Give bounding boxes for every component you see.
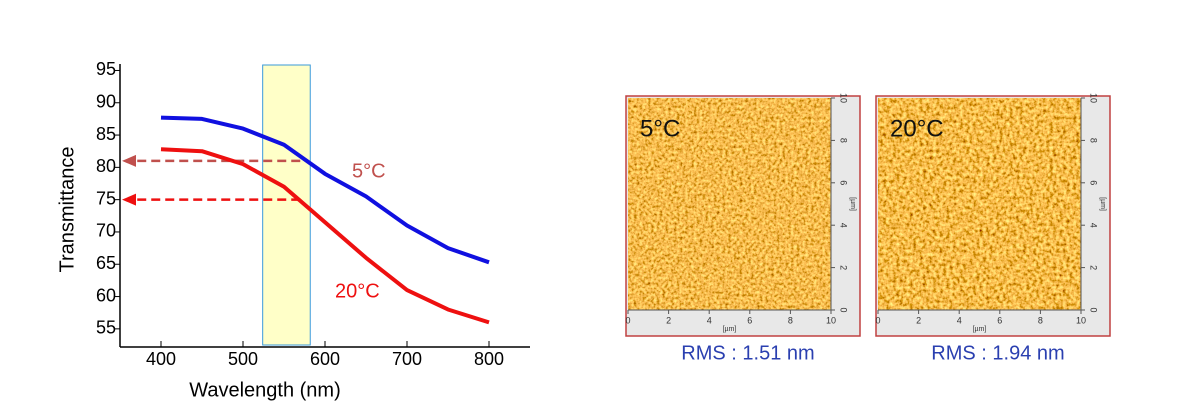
afm-y-tick-label: 6 xyxy=(1089,180,1099,185)
y-tick-label: 85 xyxy=(96,124,116,144)
x-tick-label: 800 xyxy=(474,349,504,369)
afm-y-tick-label: 10 xyxy=(839,93,849,103)
afm-x-unit: [µm] xyxy=(723,326,737,333)
afm-y-unit: [µm] xyxy=(1099,197,1106,211)
afm-caption: RMS : 1.51 nm xyxy=(681,342,814,364)
afm-x-tick-label: 8 xyxy=(1038,315,1043,325)
afm-y-tick-label: 2 xyxy=(839,265,849,270)
afm-caption: RMS : 1.94 nm xyxy=(931,342,1064,364)
afm-x-tick-label: 6 xyxy=(747,315,752,325)
afm-x-tick-label: 2 xyxy=(916,315,921,325)
y-tick-label: 80 xyxy=(96,156,116,176)
y-tick-label: 60 xyxy=(96,285,116,305)
y-tick-label: 95 xyxy=(96,59,116,79)
afm-x-tick-label: 8 xyxy=(788,315,793,325)
afm-x-tick-label: 10 xyxy=(826,315,836,325)
afm-label: 20°C xyxy=(890,115,944,142)
y-tick-label: 65 xyxy=(96,253,116,273)
afm-x-tick-label: 0 xyxy=(625,315,630,325)
afm-x-tick-label: 6 xyxy=(997,315,1002,325)
afm-x-tick-label: 4 xyxy=(707,315,712,325)
afm-x-tick-label: 0 xyxy=(875,315,880,325)
y-tick-label: 70 xyxy=(96,221,116,241)
afm-y-tick-label: 6 xyxy=(839,180,849,185)
y-axis-label: Transmittance xyxy=(56,147,78,273)
afm-y-tick-label: 2 xyxy=(1089,265,1099,270)
afm-y-tick-label: 4 xyxy=(1089,223,1099,228)
afm-y-tick-label: 8 xyxy=(1089,138,1099,143)
x-tick-label: 600 xyxy=(310,349,340,369)
afm-y-tick-label: 10 xyxy=(1089,93,1099,103)
afm-y-tick-label: 0 xyxy=(1089,307,1099,312)
afm-y-unit: [µm] xyxy=(849,197,856,211)
data-line xyxy=(160,147,490,325)
afm-x-tick-label: 4 xyxy=(957,315,962,325)
afm-y-tick-label: 4 xyxy=(839,223,849,228)
afm-y-tick-label: 0 xyxy=(839,307,849,312)
x-tick-label: 500 xyxy=(228,349,258,369)
afm-image xyxy=(878,98,1081,310)
annotation: 5°C xyxy=(352,160,386,182)
x-tick-label: 700 xyxy=(392,349,422,369)
y-tick-label: 90 xyxy=(96,92,116,112)
data-line xyxy=(160,115,490,265)
arrow-head xyxy=(122,154,136,167)
x-tick-label: 400 xyxy=(146,349,176,369)
annotation: 20°C xyxy=(335,280,380,302)
y-tick-label: 75 xyxy=(96,188,116,208)
afm-x-unit: [µm] xyxy=(973,326,987,333)
afm-x-tick-label: 10 xyxy=(1076,315,1086,325)
afm-x-tick-label: 2 xyxy=(666,315,671,325)
afm-label: 5°C xyxy=(640,115,680,142)
afm-y-tick-label: 8 xyxy=(839,138,849,143)
afm-image xyxy=(628,98,831,310)
x-axis-label: Wavelength (nm) xyxy=(189,379,341,401)
y-tick-label: 55 xyxy=(96,318,116,338)
arrow-head xyxy=(122,193,136,206)
